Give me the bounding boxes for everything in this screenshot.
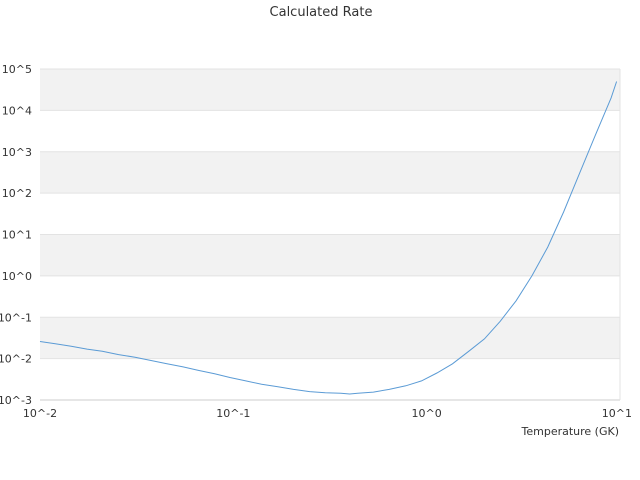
x-axis-label: Temperature (GK) bbox=[521, 425, 620, 438]
x-tick-label: 10^-1 bbox=[216, 407, 250, 420]
y-gridlines bbox=[40, 68, 620, 401]
chart-title: Calculated Rate bbox=[270, 5, 373, 20]
x-tick-label: 10^-2 bbox=[23, 407, 57, 420]
y-tick-label: 10^-2 bbox=[0, 353, 32, 366]
y-tick-label: 10^5 bbox=[2, 63, 32, 76]
y-tick-label: 10^1 bbox=[2, 229, 32, 242]
y-tick-label: 10^3 bbox=[2, 146, 32, 159]
grid-band bbox=[40, 69, 620, 111]
x-tick-label: 10^1 bbox=[602, 407, 632, 420]
series-line bbox=[39, 81, 618, 395]
y-tick-label: 10^-3 bbox=[0, 394, 32, 407]
x-tick-label: 10^0 bbox=[412, 407, 442, 420]
y-tick-label: 10^0 bbox=[2, 270, 32, 283]
grid-band bbox=[40, 151, 620, 194]
y-tick-label: 10^4 bbox=[2, 104, 32, 117]
grid-band bbox=[40, 317, 620, 359]
y-tick-label: 10^-1 bbox=[0, 311, 32, 324]
y-tick-labels: 10^-3 10^-2 10^-1 10^0 10^1 10^2 10^3 10^4 10^5 bbox=[0, 63, 32, 407]
grid-bands bbox=[40, 69, 620, 359]
x-tick-labels: 10^-2 10^-1 10^0 10^1 bbox=[23, 407, 632, 420]
y-tick-label: 10^2 bbox=[2, 187, 32, 200]
grid-band bbox=[40, 234, 620, 276]
